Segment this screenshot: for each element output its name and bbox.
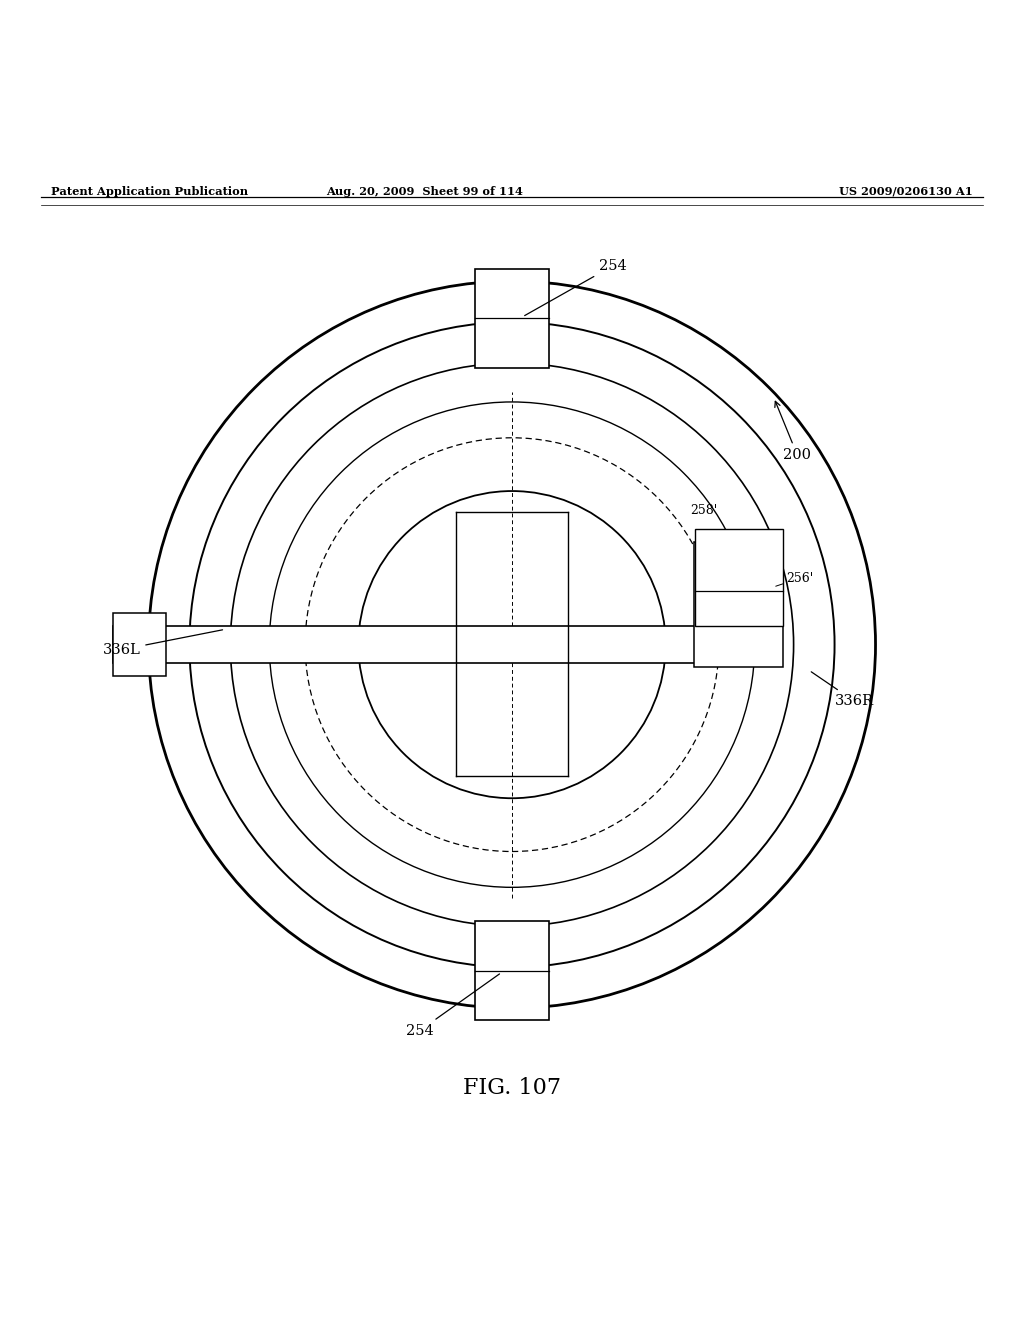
Text: Aug. 20, 2009  Sheet 99 of 114: Aug. 20, 2009 Sheet 99 of 114 <box>327 186 523 197</box>
Text: 254: 254 <box>524 259 627 315</box>
Text: 256': 256' <box>786 572 814 585</box>
Bar <box>475 921 549 1020</box>
Bar <box>694 543 783 667</box>
Text: US 2009/0206130 A1: US 2009/0206130 A1 <box>839 186 973 197</box>
Text: 336L: 336L <box>102 630 222 657</box>
Text: Patent Application Publication: Patent Application Publication <box>51 186 249 197</box>
Text: 336R: 336R <box>811 672 873 708</box>
Bar <box>695 529 783 626</box>
Bar <box>113 626 698 663</box>
Bar <box>475 269 549 368</box>
Bar <box>113 612 166 676</box>
Text: FIG. 107: FIG. 107 <box>463 1077 561 1100</box>
Text: 254: 254 <box>406 974 500 1038</box>
Text: 200: 200 <box>775 401 811 462</box>
Text: 258': 258' <box>690 504 718 516</box>
